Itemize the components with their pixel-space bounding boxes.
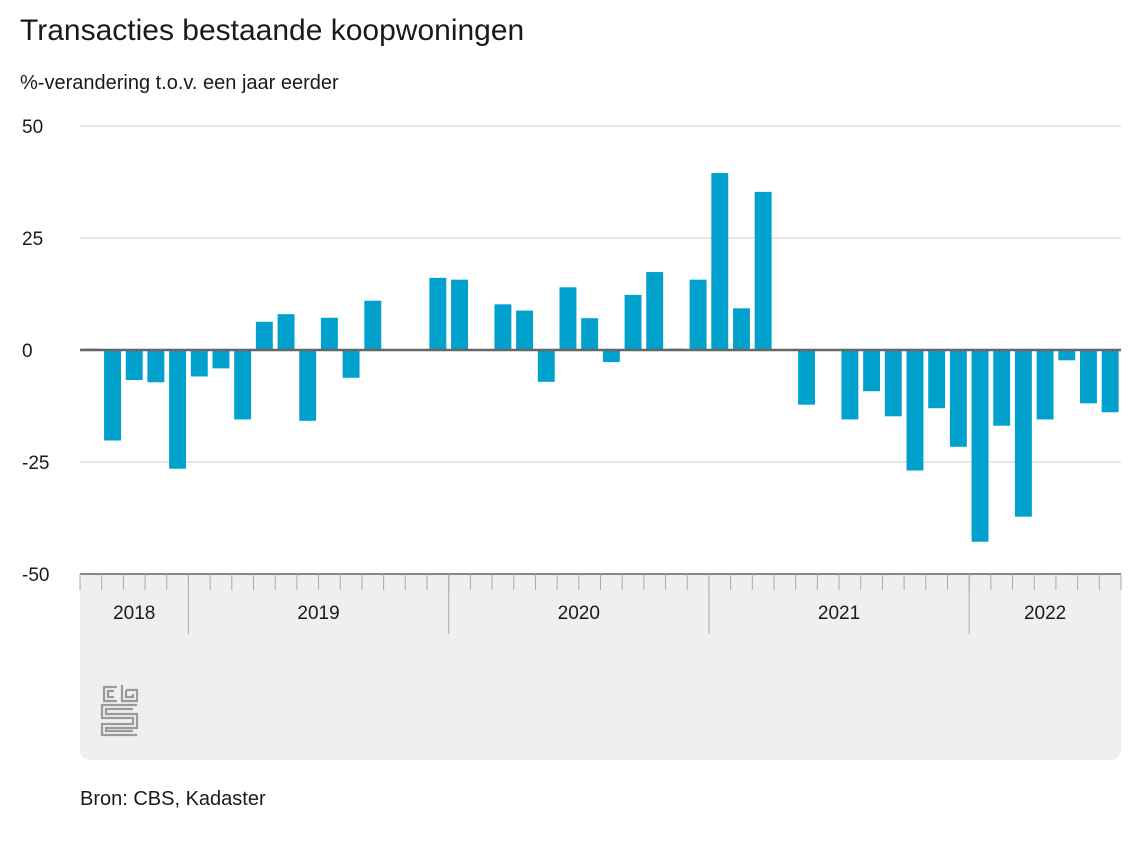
bar [169, 350, 187, 469]
bar [863, 350, 881, 392]
y-axis-ticks: 50 25 0 -25 -50 [22, 117, 49, 586]
bar [277, 314, 295, 350]
bar [928, 350, 946, 409]
bar [971, 350, 989, 542]
bar [1058, 350, 1076, 361]
bar [299, 350, 317, 421]
bar [602, 350, 620, 363]
bar [1080, 350, 1097, 404]
cbs-logo-icon [100, 685, 139, 737]
year-label: 2021 [818, 603, 860, 624]
bar [255, 321, 273, 350]
bar [364, 300, 382, 350]
year-label: 2018 [113, 603, 155, 624]
bar [212, 350, 230, 369]
bar [104, 350, 121, 441]
x-axis: 2018 2019 2020 2021 2022 [79, 573, 1122, 634]
bar [884, 350, 902, 417]
year-label: 2020 [558, 603, 600, 624]
bar [342, 350, 360, 378]
bar [841, 350, 859, 420]
bar [516, 310, 534, 350]
bar [1014, 350, 1032, 517]
bar [624, 294, 642, 350]
y-tick-label: -25 [22, 453, 49, 474]
bar [711, 173, 729, 350]
bar [537, 350, 555, 382]
bar [754, 191, 772, 350]
y-axis-unit-label: %-verandering t.o.v. een jaar eerder [20, 72, 339, 94]
bar [429, 277, 447, 350]
year-label: 2022 [1024, 603, 1066, 624]
y-tick-label: 25 [22, 229, 43, 250]
bar [190, 350, 208, 377]
gridlines [80, 125, 1121, 463]
bar [1101, 350, 1119, 413]
bar [646, 272, 664, 350]
bar [798, 350, 815, 405]
bars [80, 173, 1121, 542]
bar [906, 350, 924, 471]
bar [559, 287, 577, 350]
bar [733, 308, 750, 350]
bar [125, 350, 143, 381]
bar [494, 304, 512, 350]
bar [689, 279, 707, 350]
bar [1036, 350, 1054, 420]
bar [147, 350, 165, 383]
y-tick-label: -50 [22, 565, 49, 586]
y-tick-label: 0 [22, 341, 33, 362]
chart-title: Transacties bestaande koopwoningen [20, 14, 525, 47]
source-note: Bron: CBS, Kadaster [80, 788, 266, 810]
bar [993, 350, 1011, 426]
bar [320, 317, 338, 350]
bar [234, 350, 252, 420]
bar [949, 350, 967, 447]
year-label: 2019 [297, 603, 339, 624]
bar [581, 318, 599, 350]
bar [451, 279, 468, 350]
y-tick-label: 50 [22, 117, 43, 138]
axis-footer-panel [80, 575, 1121, 760]
